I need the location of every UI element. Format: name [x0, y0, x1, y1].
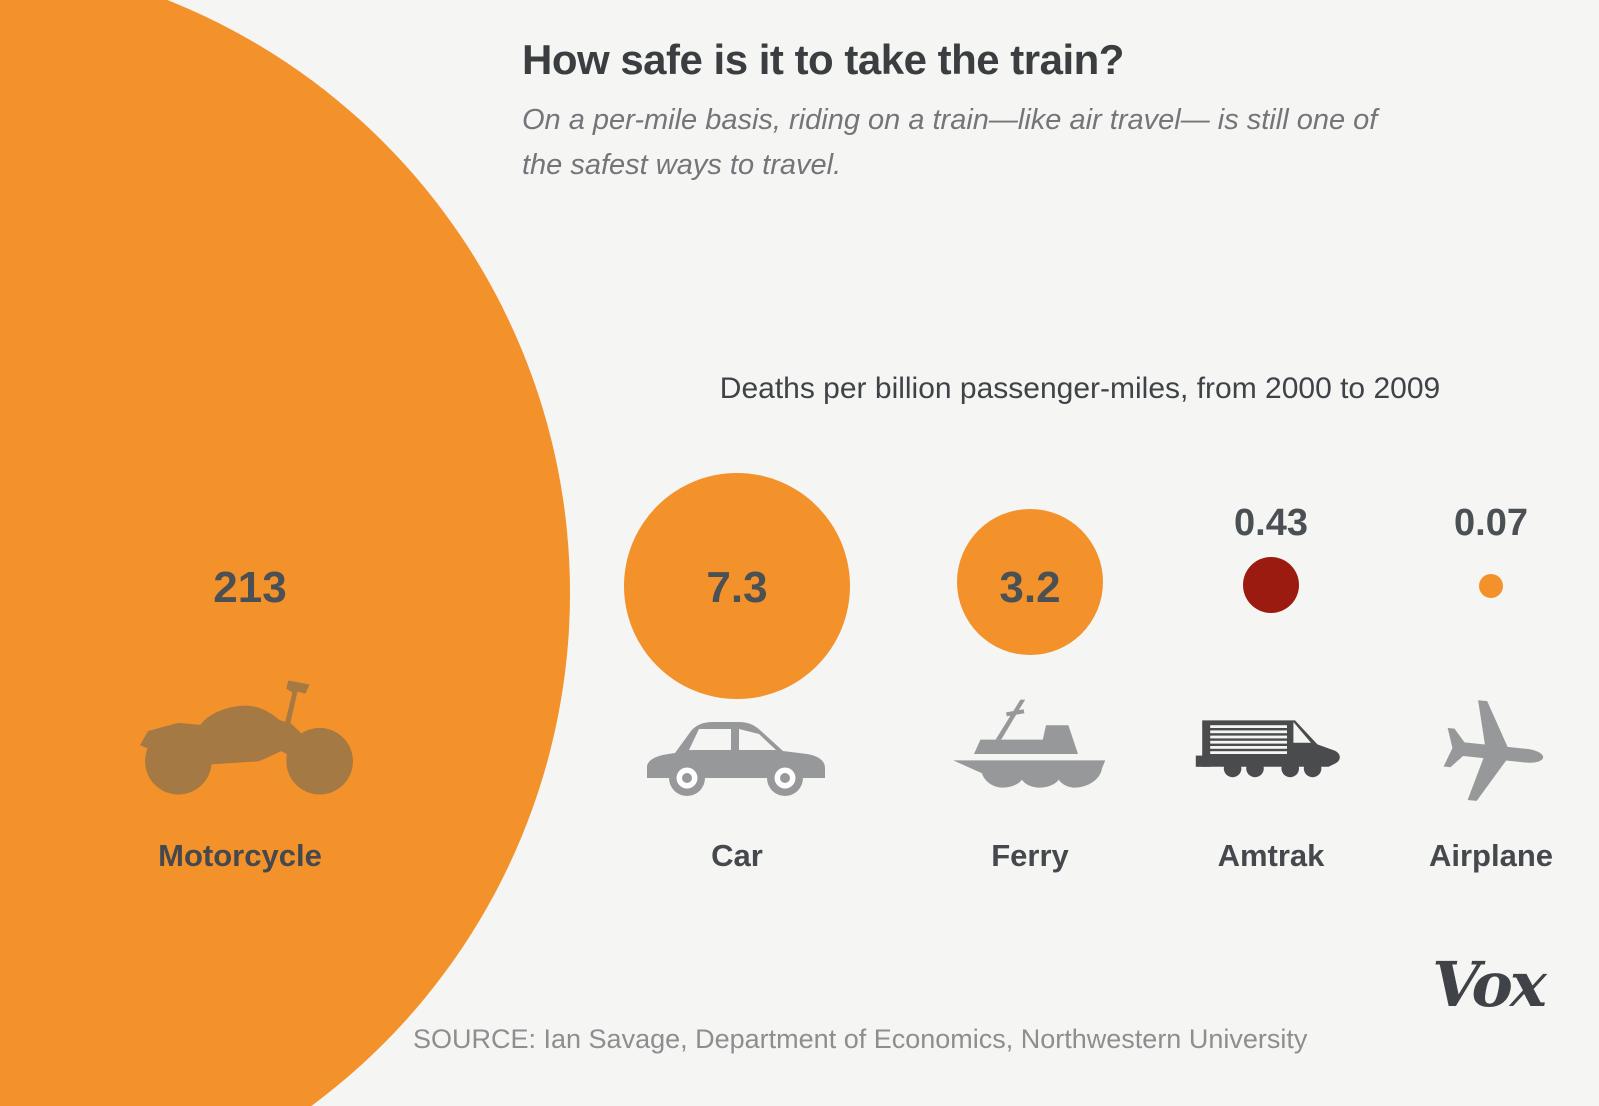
airplane-bubble [1479, 574, 1503, 598]
ferry-icon [953, 699, 1106, 788]
ferry-bubble [957, 509, 1103, 655]
amtrak-label: Amtrak [1217, 838, 1325, 873]
ferry-value: 3.2 [999, 563, 1061, 612]
chart-heading: Deaths per billion passenger-miles, from… [719, 372, 1441, 405]
airplane-icon [1443, 700, 1544, 801]
subtitle: On a per-mile basis, riding on a train—l… [522, 98, 1482, 188]
car-bubble [624, 473, 850, 699]
vox-logo: Vox [1432, 948, 1547, 1021]
car-label: Car [711, 838, 763, 873]
motorcycle-bubble [0, 0, 570, 1106]
car-icon [647, 722, 825, 796]
amtrak-value: 0.43 [1234, 502, 1308, 544]
source-credit: SOURCE: Ian Savage, Department of Econom… [413, 1024, 1308, 1054]
page-title: How safe is it to take the train? [522, 36, 1124, 83]
train-icon [1195, 720, 1340, 778]
airplane-value: 0.07 [1454, 502, 1528, 544]
ferry-label: Ferry [991, 838, 1069, 873]
amtrak-bubble [1243, 557, 1299, 613]
subtitle-line-2: the safest ways to travel. [522, 148, 842, 181]
motorcycle-value: 213 [213, 563, 287, 612]
airplane-label: Airplane [1428, 838, 1554, 873]
car-value: 7.3 [706, 563, 768, 612]
motorcycle-label: Motorcycle [158, 838, 322, 873]
subtitle-line-1: On a per-mile basis, riding on a train—l… [522, 104, 1378, 136]
motorcycle-icon [140, 680, 353, 795]
